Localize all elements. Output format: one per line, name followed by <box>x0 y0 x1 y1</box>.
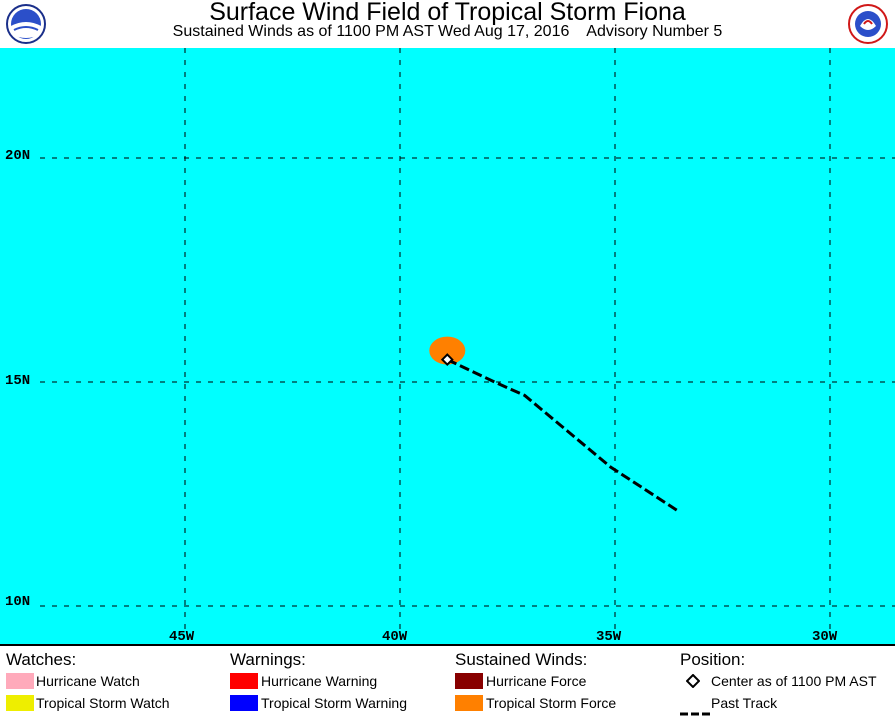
lat-label-15n: 15N <box>5 373 31 389</box>
hurricane-force-label: Hurricane Force <box>486 673 587 689</box>
map-canvas <box>40 48 895 629</box>
tropical-storm-watch-swatch <box>6 695 34 711</box>
map-legend: Watches: Hurricane Watch Tropical Storm … <box>0 644 895 716</box>
hurricane-warning-label: Hurricane Warning <box>261 673 378 689</box>
lon-label-40w: 40W <box>382 629 408 645</box>
hurricane-watch-label: Hurricane Watch <box>36 673 140 689</box>
past-track-dash-icon <box>680 703 710 716</box>
legend-position-heading: Position: <box>680 650 746 669</box>
tropical-storm-warning-swatch <box>230 695 258 711</box>
tropical-storm-force-label: Tropical Storm Force <box>486 695 617 711</box>
lon-label-30w: 30W <box>812 629 838 645</box>
center-position-label: Center as of 1100 PM AST <box>711 673 877 689</box>
tropical-storm-force-swatch <box>455 695 483 711</box>
tropical-storm-force-wind-area <box>429 336 466 365</box>
past-track-line <box>446 358 681 514</box>
lat-label-20n: 20N <box>5 148 31 164</box>
nws-logo-icon <box>848 4 888 44</box>
hurricane-force-swatch <box>455 673 483 689</box>
map-header: Surface Wind Field of Tropical Storm Fio… <box>0 0 895 48</box>
past-track-label: Past Track <box>711 695 778 711</box>
storm-center-marker <box>440 353 454 367</box>
noaa-logo-icon <box>6 4 46 44</box>
wind-field-layer <box>429 336 466 365</box>
lat-label-10n: 10N <box>5 594 31 610</box>
legend-watches-heading: Watches: <box>6 650 77 669</box>
hurricane-watch-swatch <box>6 673 34 689</box>
lat-lon-grid <box>40 48 895 629</box>
tropical-storm-watch-label: Tropical Storm Watch <box>36 695 170 711</box>
map-title: Surface Wind Field of Tropical Storm Fio… <box>209 0 686 26</box>
center-diamond-icon <box>685 673 701 689</box>
storm-map: 20N 15N 10N 45W 40W 35W 30W <box>0 48 895 645</box>
past-track-layer <box>446 358 681 514</box>
center-layer <box>440 353 454 367</box>
hurricane-warning-swatch <box>230 673 258 689</box>
legend-winds-heading: Sustained Winds: <box>455 650 588 669</box>
legend-warnings-heading: Warnings: <box>230 650 306 669</box>
lon-label-35w: 35W <box>596 629 622 645</box>
lon-label-45w: 45W <box>169 629 195 645</box>
tropical-storm-warning-label: Tropical Storm Warning <box>261 695 408 711</box>
map-subtitle: Sustained Winds as of 1100 PM AST Wed Au… <box>172 23 723 40</box>
